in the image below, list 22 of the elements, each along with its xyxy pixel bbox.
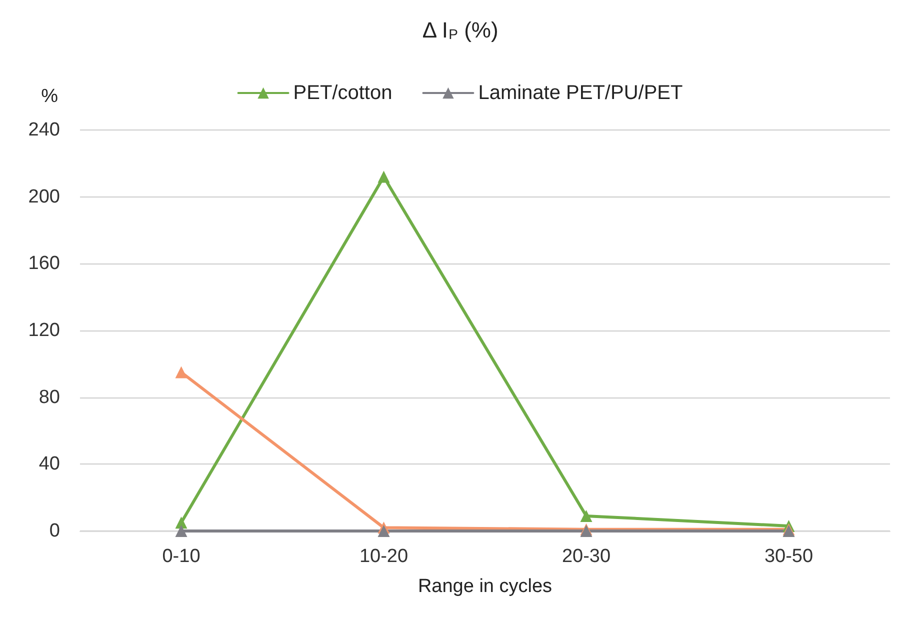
y-tick-label: 40 — [38, 454, 60, 475]
legend-label: PET/cotton — [293, 82, 392, 104]
legend-label: Laminate PET/PU/PET — [478, 82, 683, 104]
point — [175, 366, 188, 378]
chart-title: Δ IP (%) — [422, 18, 498, 42]
x-axis-title: Range in cycles — [418, 576, 552, 597]
x-tick-label: 10-20 — [359, 546, 408, 567]
point — [175, 516, 188, 529]
y-tick-label: 120 — [28, 320, 60, 341]
x-tick-label: 20-30 — [562, 546, 611, 567]
point — [378, 170, 390, 183]
y-axis-title: % — [41, 86, 58, 107]
x-tick-label: 30-50 — [764, 546, 814, 567]
y-tick-label: 0 — [49, 520, 60, 542]
y-tick-label: 160 — [28, 253, 60, 274]
x-tick-label: 0-10 — [162, 546, 200, 567]
point — [175, 525, 188, 537]
y-tick-label: 200 — [28, 186, 60, 208]
point — [580, 510, 592, 522]
point — [378, 525, 390, 537]
y-tick-label: 80 — [38, 386, 60, 408]
y-tick-label: 240 — [28, 120, 60, 140]
